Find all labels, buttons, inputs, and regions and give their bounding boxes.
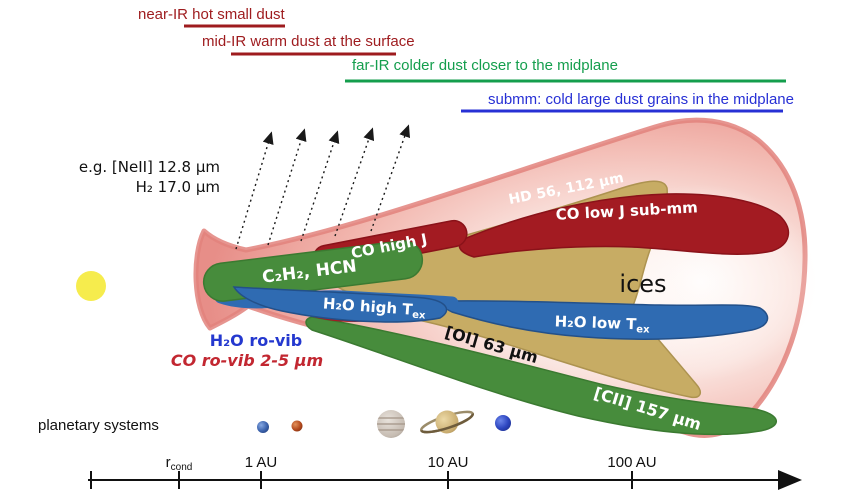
h2o-low-label: H₂O low Tex [554,312,650,335]
annotation-submm: submm: cold large dust grains in the mid… [461,91,794,113]
au10-label: 10 AU [428,454,469,471]
submm-label: submm: cold large dust grains in the mid… [488,91,794,108]
rcond-sub: cond [171,462,193,473]
planetary-systems-label: planetary systems [38,417,159,434]
rcond-label: rcond [166,454,193,473]
h2o-low-band [443,300,769,340]
mid-ir-label: mid-IR warm dust at the surface [202,33,415,50]
near-ir-label: near-IR hot small dust [138,6,286,23]
annotation-far-ir: far-IR colder dust closer to the midplan… [345,57,786,83]
sun-icon [76,271,106,301]
h2o-low-sub: ex [636,324,650,335]
h2o-high-band [232,286,448,323]
far-ir-label: far-IR colder dust closer to the midplan… [352,57,618,74]
jupiter-icon [377,410,405,438]
h2-label: H₂ 17.0 μm [136,178,220,196]
c2h2-hcn-band [202,240,424,302]
rcond-main: r [166,454,171,471]
jet-arrow-icon [300,130,340,242]
ices-label: ices [619,270,666,298]
neii-label: e.g. [NeII] 12.8 μm [79,158,220,176]
co-rovib-label: CO ro-vib 2-5 μm [171,351,323,370]
jet-arrow-icon [235,131,274,250]
h2o-rovib-label: H₂O ro-vib [210,331,302,350]
jet-arrows [235,124,410,250]
annotation-near-ir: near-IR hot small dust [138,6,286,28]
au100-label: 100 AU [607,454,656,471]
jet-arrow-icon [370,124,410,232]
earth-icon [257,421,269,433]
saturn-icon [420,410,474,434]
h2o-low-main: H₂O low T [554,312,637,333]
co-low-j-band [458,193,790,258]
jet-arrow-icon [334,127,375,237]
mars-icon [291,420,303,432]
neptune-icon [495,415,511,431]
annotation-mid-ir: mid-IR warm dust at the surface [202,33,415,56]
h2o-high-sub: ex [412,310,427,322]
radius-axis: rcond 1 AU 10 AU 100 AU [88,454,802,490]
au1-label: 1 AU [245,454,278,471]
cii-band [305,316,777,436]
jet-arrow-icon [267,128,307,246]
